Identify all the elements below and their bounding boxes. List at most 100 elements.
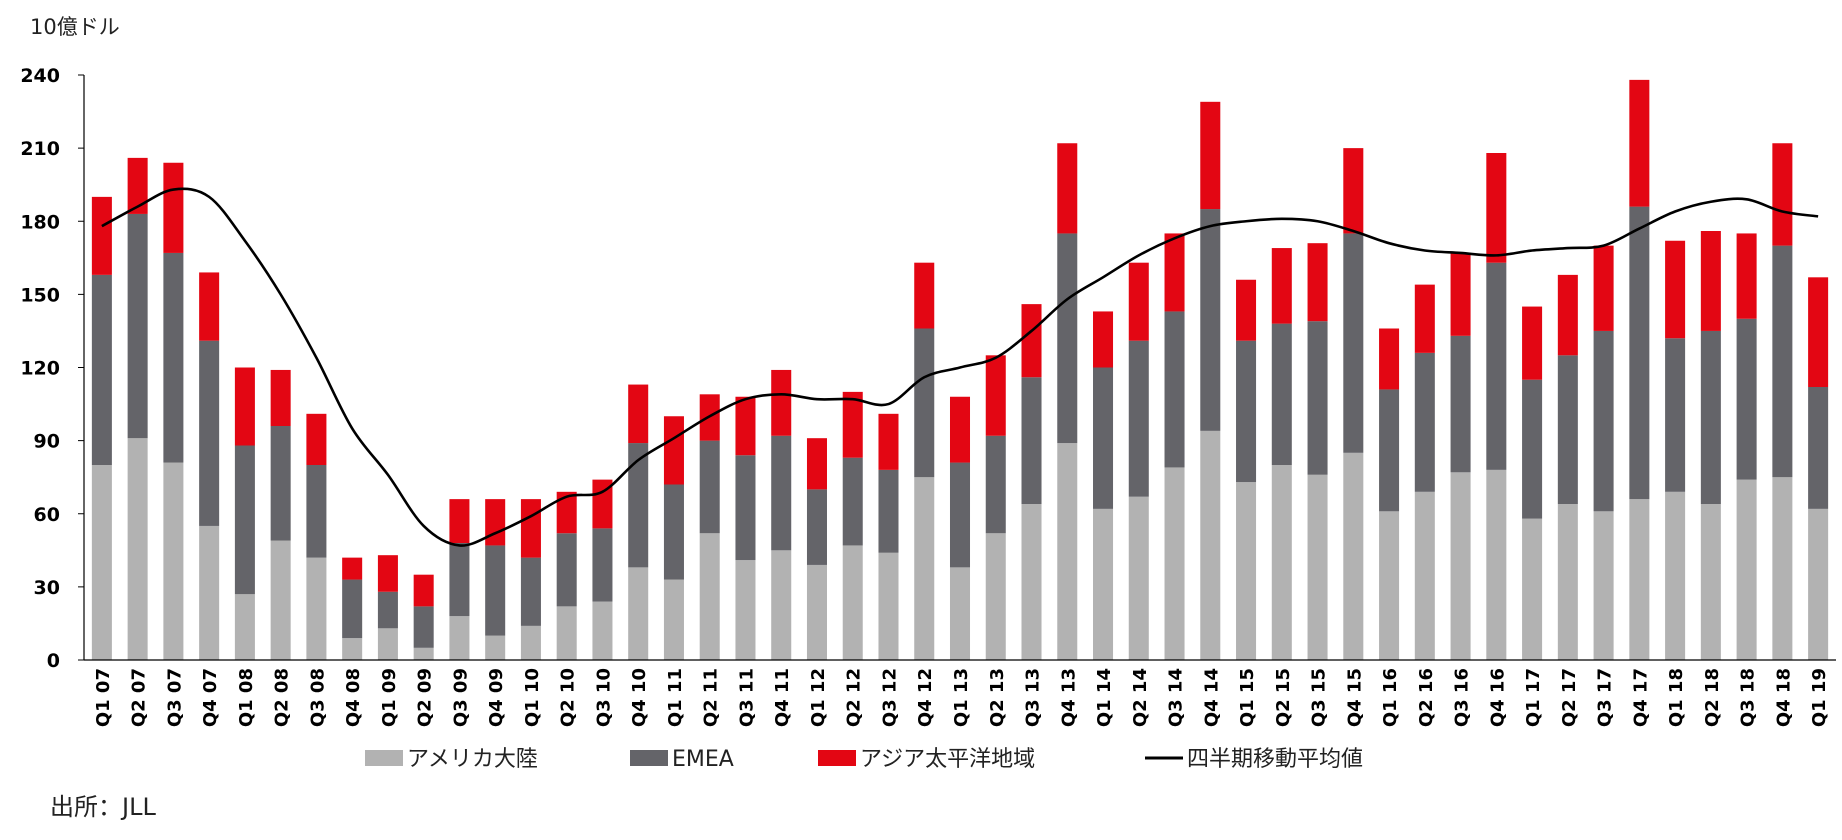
bar-segment xyxy=(914,477,935,660)
bar-segment xyxy=(878,469,899,553)
bar-segment xyxy=(592,528,613,602)
bar-segment xyxy=(91,465,112,660)
bar-segment xyxy=(270,540,291,660)
bar-segment xyxy=(735,560,756,660)
bar-segment xyxy=(1343,148,1364,234)
bar-segment xyxy=(592,601,613,660)
bar-segment xyxy=(1450,472,1471,660)
bar-segment xyxy=(199,525,220,660)
x-tick-label: Q4 15 xyxy=(1344,668,1365,727)
x-tick-label: Q2 12 xyxy=(844,668,865,727)
bar-segment xyxy=(1522,518,1543,660)
x-tick-label: Q3 14 xyxy=(1166,668,1187,727)
moving-average-line xyxy=(101,187,1819,547)
bar-segment xyxy=(449,543,470,617)
y-tick-label: 150 xyxy=(20,284,60,306)
x-tick-label: Q2 13 xyxy=(987,668,1008,727)
bar-segment xyxy=(1379,328,1400,390)
bar-segment xyxy=(1414,352,1435,492)
bar-segment xyxy=(1128,496,1149,660)
bar-segment xyxy=(1200,209,1221,431)
x-tick-label: Q1 14 xyxy=(1094,668,1115,727)
x-tick-label: Q3 10 xyxy=(593,668,614,727)
x-tick-label: Q1 10 xyxy=(522,668,543,727)
bar-segment xyxy=(1271,323,1292,465)
bar-segment xyxy=(1200,101,1221,210)
bar-segment xyxy=(91,274,112,465)
bar-segment xyxy=(1057,233,1078,444)
bar-segment xyxy=(234,445,255,595)
x-tick-label: Q1 09 xyxy=(379,668,400,727)
x-tick-label: Q1 16 xyxy=(1380,668,1401,727)
bar-segment xyxy=(1593,330,1614,512)
bar-segment xyxy=(1343,233,1364,453)
x-tick-label: Q2 09 xyxy=(415,668,436,727)
bar-segment xyxy=(663,579,684,660)
bar-segment xyxy=(1021,377,1042,504)
bar-segment xyxy=(1236,279,1257,341)
bar-segment xyxy=(270,369,291,426)
bar-segment xyxy=(1450,335,1471,473)
x-tick-label: Q2 14 xyxy=(1130,668,1151,727)
bar-segment xyxy=(699,533,720,660)
bar-segment xyxy=(628,384,649,444)
bar-segment xyxy=(842,457,863,546)
bar-segment xyxy=(1736,233,1757,319)
x-tick-label: Q4 16 xyxy=(1487,668,1508,727)
bar-segment xyxy=(1271,248,1292,324)
bar-segment xyxy=(806,489,827,565)
legend-label: 四半期移動平均値 xyxy=(1187,747,1363,772)
bar-segment xyxy=(914,328,935,478)
bar-segment xyxy=(878,552,899,660)
y-tick-label: 0 xyxy=(47,650,60,672)
bar-segment xyxy=(556,533,577,607)
bar-segment xyxy=(914,262,935,329)
bar-segment xyxy=(1593,245,1614,331)
bar-segment xyxy=(306,413,327,465)
x-tick-label: Q1 15 xyxy=(1237,668,1258,727)
bar-segment xyxy=(234,367,255,446)
bar-segment xyxy=(663,416,684,485)
y-tick-label: 210 xyxy=(20,138,60,160)
x-tick-label: Q1 08 xyxy=(236,668,257,727)
bars-group xyxy=(91,79,1829,660)
bar-segment xyxy=(1307,474,1328,660)
x-tick-label: Q4 07 xyxy=(200,668,221,727)
bar-segment xyxy=(878,413,899,470)
bar-segment xyxy=(1307,321,1328,475)
bar-segment xyxy=(1593,511,1614,660)
x-tick-label: Q2 10 xyxy=(558,668,579,727)
bar-segment xyxy=(628,567,649,660)
x-tick-label: Q3 15 xyxy=(1309,668,1330,727)
bar-segment xyxy=(1700,330,1721,504)
x-tick-label: Q4 11 xyxy=(772,668,793,727)
bar-segment xyxy=(127,438,148,660)
bar-segment xyxy=(1700,231,1721,331)
bar-segment xyxy=(520,625,541,660)
source-note: 出所：JLL xyxy=(50,793,156,821)
x-tick-label: Q3 13 xyxy=(1023,668,1044,727)
bar-segment xyxy=(1808,508,1829,660)
bar-segment xyxy=(1236,340,1257,483)
bar-segment xyxy=(1021,304,1042,378)
x-tick-label: Q4 10 xyxy=(629,668,650,727)
legend-label: アメリカ大陸 xyxy=(407,747,538,772)
bar-segment xyxy=(377,628,398,660)
bar-segment xyxy=(949,462,971,568)
bar-segment xyxy=(1486,469,1507,660)
bar-segment xyxy=(520,499,541,558)
bar-segment xyxy=(556,606,577,660)
x-tick-label: Q3 18 xyxy=(1738,668,1759,727)
y-tick-label: 180 xyxy=(20,211,60,233)
legend-swatch xyxy=(818,750,856,766)
bar-segment xyxy=(806,438,827,490)
y-tick-label: 120 xyxy=(20,358,60,380)
y-axis-ticks: 0 30 60 90 120 150 180 210 240 xyxy=(20,65,84,672)
bar-segment xyxy=(1057,443,1078,660)
bar-segment xyxy=(306,465,327,558)
bar-segment xyxy=(342,557,363,580)
bar-segment xyxy=(1200,430,1221,660)
bar-segment xyxy=(377,555,398,592)
bar-segment xyxy=(556,491,577,534)
bar-segment xyxy=(234,594,255,660)
